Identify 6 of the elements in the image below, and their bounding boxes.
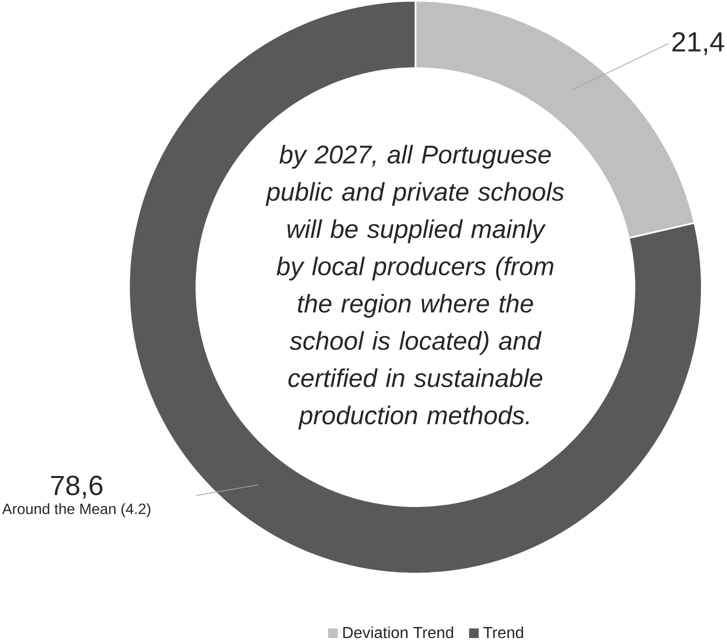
data-label: 78,6 [51, 476, 102, 499]
text: Around the Mean (4.2) [2, 503, 150, 518]
data-label: 21,4 [672, 32, 724, 56]
text: by 2027, all Portuguese public and private schools will be supplied mainly by local producers (from the region where the school is located) and certified in sustainable production methods. [266, 144, 564, 430]
legend-label: Trend [483, 626, 524, 638]
legend-label: Deviation Trend [343, 626, 454, 638]
